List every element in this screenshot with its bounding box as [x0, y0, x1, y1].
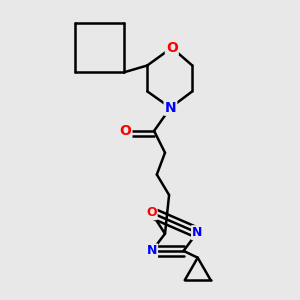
- Text: N: N: [147, 244, 157, 257]
- Text: O: O: [146, 206, 157, 219]
- Text: O: O: [166, 41, 178, 55]
- Text: O: O: [119, 124, 131, 138]
- Text: N: N: [165, 101, 176, 115]
- Text: N: N: [192, 226, 202, 239]
